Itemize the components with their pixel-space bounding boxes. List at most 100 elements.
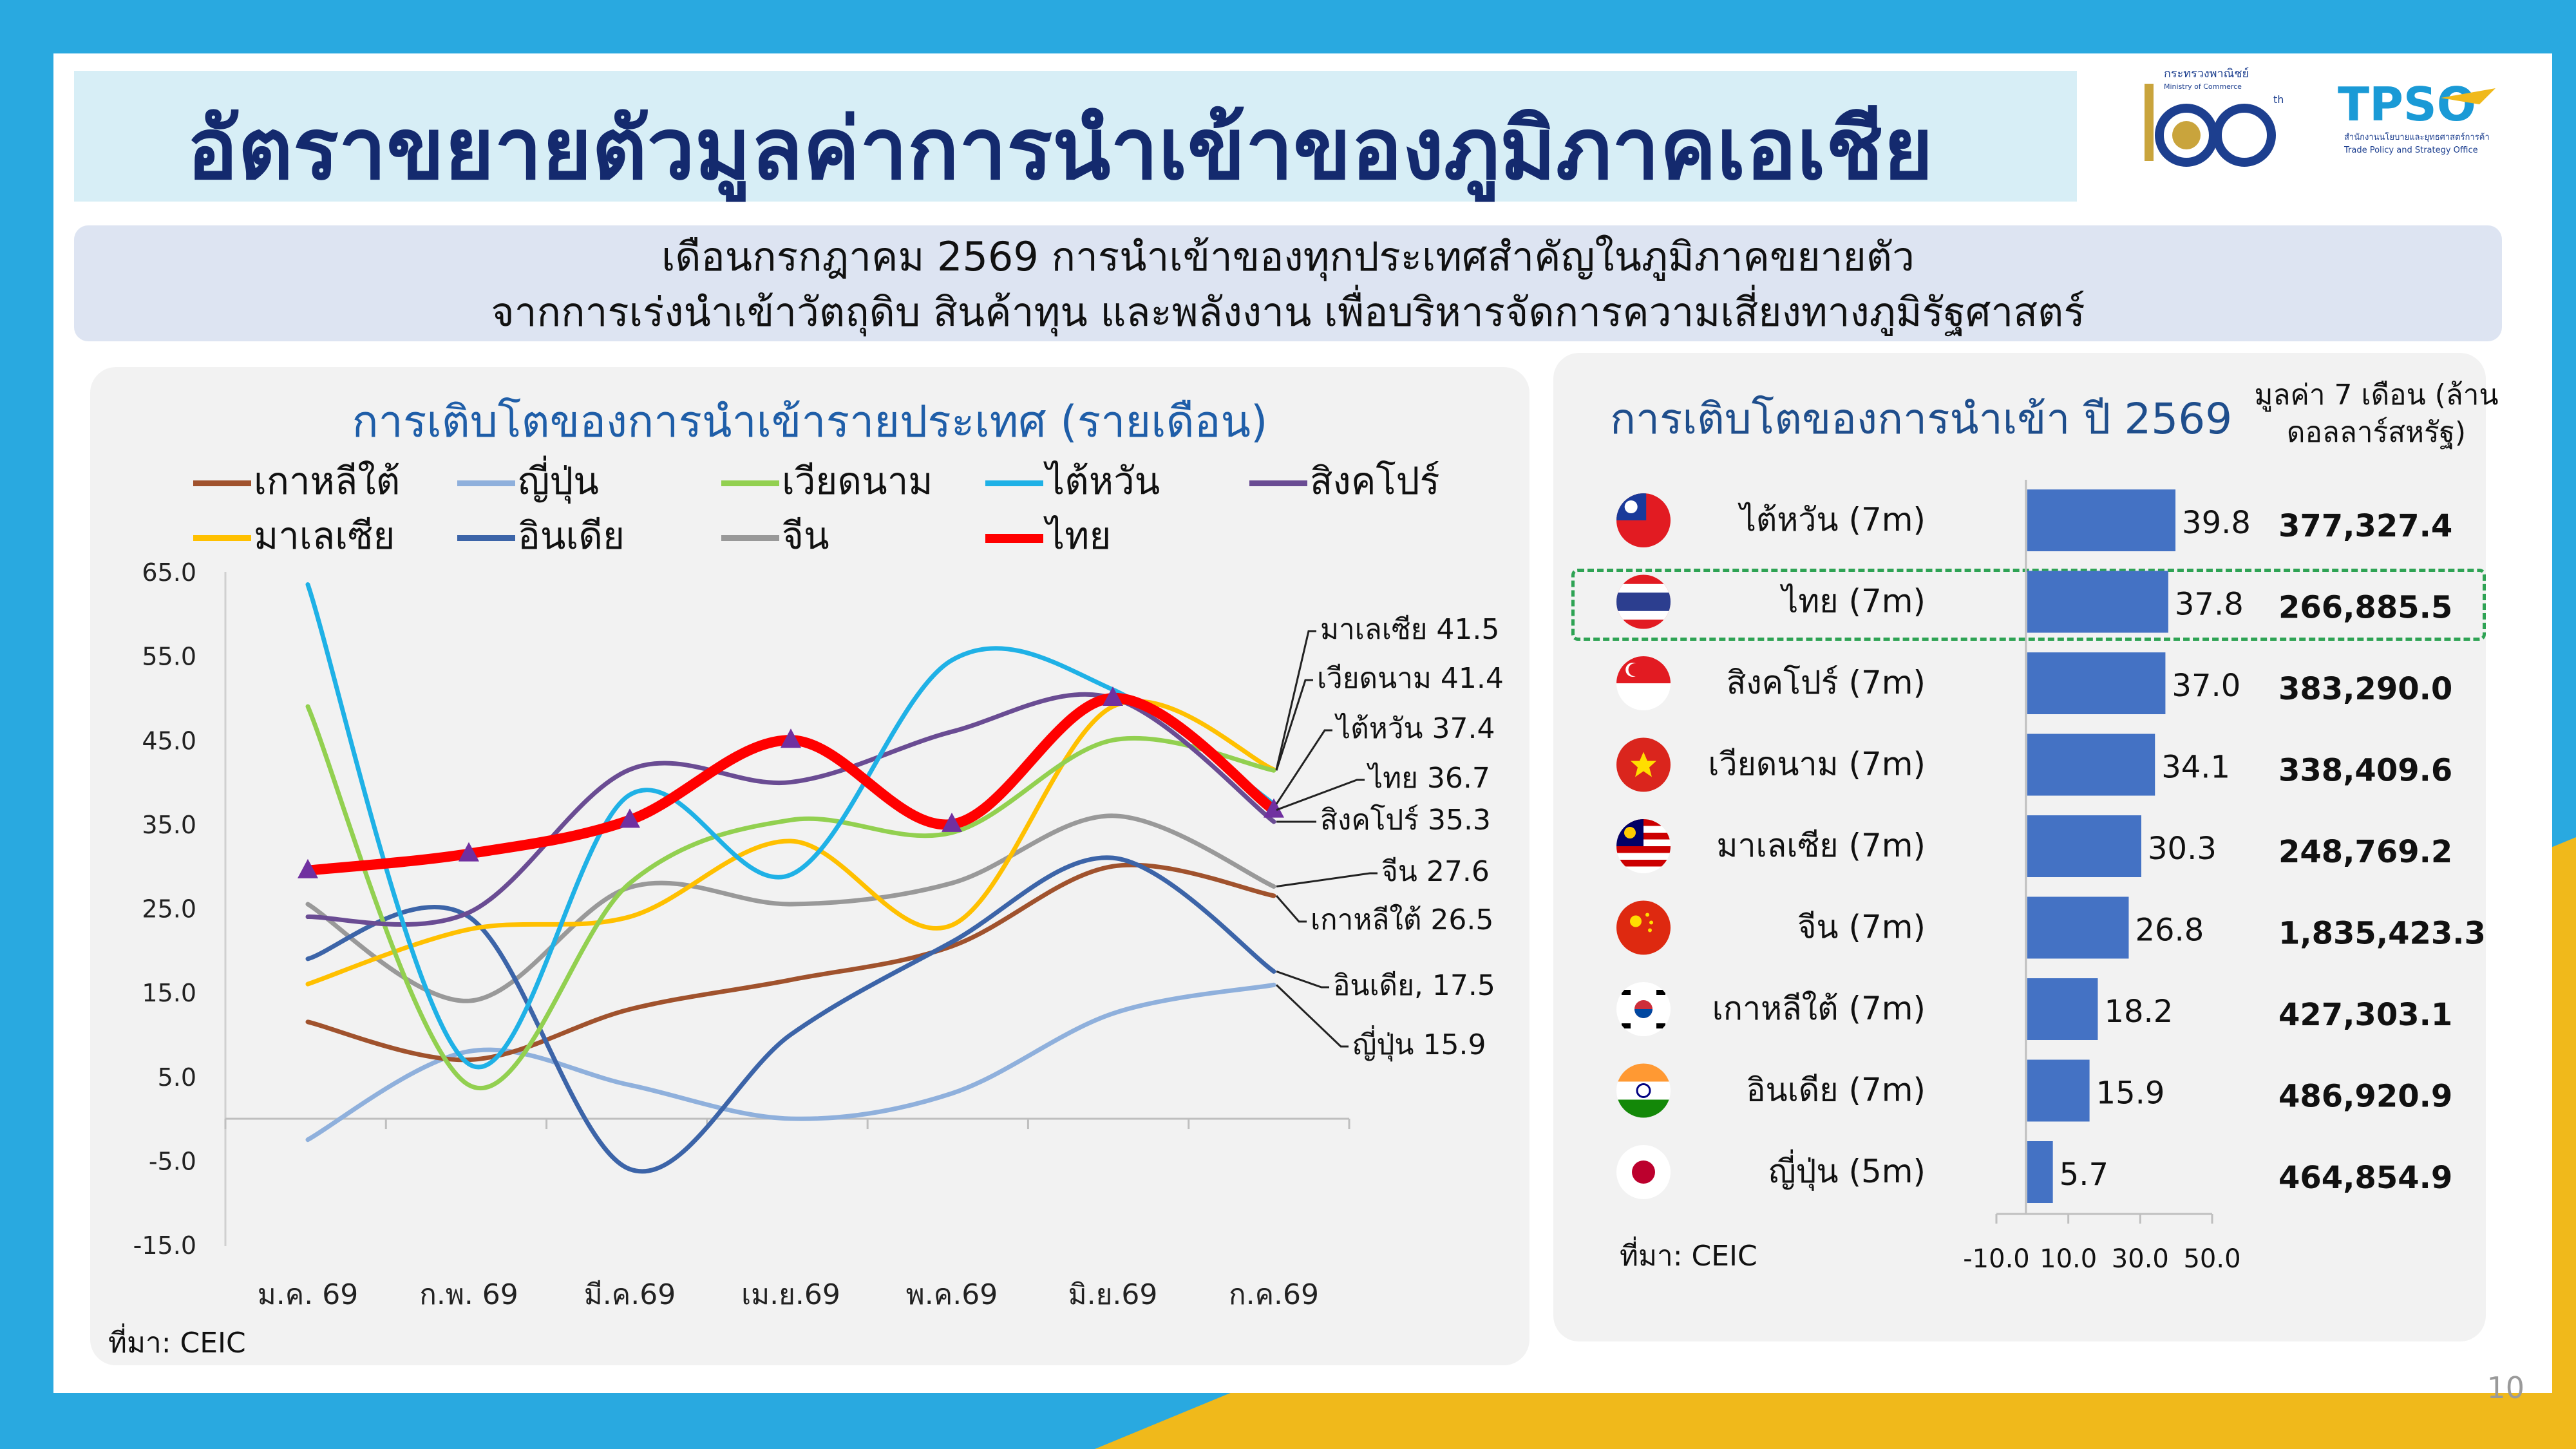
bar-amount-label: 427,303.1 bbox=[2278, 997, 2452, 1033]
x-tick-label: ก.ค.69 bbox=[1229, 1278, 1319, 1311]
bar-category-label: ไต้หวัน (7m) bbox=[1738, 501, 1926, 538]
bar-category-label: เวียดนาม (7m) bbox=[1708, 746, 1926, 783]
legend-item-vietnam: เวียดนาม bbox=[721, 451, 933, 511]
bar-value-label: 30.3 bbox=[2148, 831, 2217, 867]
end-label-malaysia: มาเลเซีย 41.5 bbox=[1320, 613, 1499, 646]
end-label-singapore: สิงคโปร์ 35.3 bbox=[1320, 804, 1491, 837]
y-tick-label: 15.0 bbox=[142, 979, 196, 1007]
bar-chart-source: ที่มา: CEIC bbox=[1620, 1240, 1757, 1273]
bar-category-label: จีน (7m) bbox=[1797, 909, 1926, 946]
bar-x-tick-label: 30.0 bbox=[2112, 1244, 2169, 1274]
bar-value-label: 26.8 bbox=[2135, 913, 2204, 949]
bar-x-tick-label: 50.0 bbox=[2183, 1244, 2240, 1274]
bar-category-label: ไทย (7m) bbox=[1779, 583, 1926, 620]
legend-swatch-vietnam bbox=[721, 480, 779, 487]
end-label-india: อินเดีย, 17.5 bbox=[1333, 969, 1495, 1002]
bar-vietnam bbox=[2027, 734, 2155, 796]
bar-value-label: 18.2 bbox=[2104, 994, 2173, 1030]
legend-swatch-taiwan bbox=[985, 480, 1043, 487]
svg-text:Ministry of Commerce: Ministry of Commerce bbox=[2164, 82, 2242, 91]
bar-taiwan bbox=[2027, 489, 2176, 551]
thailand-marker bbox=[942, 812, 962, 832]
subtitle-line-1: เดือนกรกฎาคม 2569 การนำเข้าของทุกประเทศส… bbox=[661, 233, 1915, 280]
bar-amount-label: 1,835,423.3 bbox=[2278, 916, 2486, 952]
thailand-flag bbox=[1616, 574, 1671, 629]
bar-amount-label: 248,769.2 bbox=[2278, 834, 2452, 870]
bar-amount-label: 377,327.4 bbox=[2278, 508, 2452, 544]
thailand-marker bbox=[620, 808, 640, 828]
svg-text:TPSO: TPSO bbox=[2338, 77, 2476, 131]
y-tick-label: -15.0 bbox=[133, 1231, 196, 1260]
legend-label-china: จีน bbox=[782, 514, 829, 558]
leader-line-korea bbox=[1275, 895, 1307, 923]
bar-value-label: 34.1 bbox=[2161, 750, 2230, 786]
tpso-logo: TPSO สำนักงานนโยบายและยุทธศาสตร์การค้า T… bbox=[2338, 77, 2496, 155]
legend-swatch-india bbox=[457, 535, 515, 542]
leader-line-thailand bbox=[1276, 779, 1365, 811]
bar-value-label: 37.0 bbox=[2172, 668, 2240, 704]
bar-amount-label: 266,885.5 bbox=[2278, 590, 2452, 626]
malaysia-flag bbox=[1616, 819, 1671, 873]
bar-india bbox=[2027, 1059, 2090, 1122]
thailand-marker bbox=[1103, 686, 1123, 706]
bar-chart-panel bbox=[1553, 353, 2486, 1341]
bar-x-tick-label: 10.0 bbox=[2040, 1244, 2097, 1274]
legend-label-thailand: ไทย bbox=[1046, 514, 1112, 558]
bar-amount-label: 383,290.0 bbox=[2278, 671, 2452, 707]
legend-swatch-korea bbox=[193, 480, 251, 487]
bar-chart-value-header: มูลค่า 7 เดือน (ล้านดอลลาร์สหรัฐ) bbox=[2254, 379, 2499, 449]
legend-label-japan: ญี่ปุ่น bbox=[518, 459, 599, 503]
bar-x-tick-label: -10.0 bbox=[1963, 1244, 2030, 1274]
legend-item-singapore: สิงคโปร์ bbox=[1249, 451, 1440, 511]
bar-category-label: สิงคโปร์ (7m) bbox=[1727, 664, 1926, 701]
bar-value-label: 5.7 bbox=[2060, 1157, 2108, 1193]
line-chart-title: การเติบโตของการนำเข้ารายประเทศ (รายเดือน… bbox=[352, 397, 1268, 448]
legend-item-taiwan: ไต้หวัน bbox=[985, 451, 1160, 511]
legend-label-vietnam: เวียดนาม bbox=[782, 459, 933, 503]
legend-label-taiwan: ไต้หวัน bbox=[1046, 459, 1160, 503]
leader-line-vietnam bbox=[1275, 679, 1313, 771]
legend-item-china: จีน bbox=[721, 506, 829, 565]
series-line-taiwan bbox=[305, 582, 1276, 1070]
x-tick-label: เม.ย.69 bbox=[741, 1278, 840, 1311]
legend-item-japan: ญี่ปุ่น bbox=[457, 451, 599, 511]
legend-swatch-malaysia bbox=[193, 535, 251, 542]
bar-amount-label: 338,409.6 bbox=[2278, 753, 2452, 789]
y-tick-label: -5.0 bbox=[149, 1147, 196, 1175]
thailand-marker bbox=[459, 842, 479, 862]
singapore-flag bbox=[1616, 656, 1671, 710]
bar-chart-title: การเติบโตของการนำเข้า ปี 2569 bbox=[1610, 394, 2233, 444]
y-tick-label: 65.0 bbox=[142, 558, 196, 587]
series-line-korea bbox=[305, 862, 1276, 1063]
end-label-china: จีน 27.6 bbox=[1381, 855, 1490, 888]
x-tick-label: ก.พ. 69 bbox=[419, 1278, 518, 1311]
bar-japan bbox=[2027, 1141, 2053, 1203]
bar-amount-label: 464,854.9 bbox=[2278, 1160, 2452, 1196]
leader-line-china bbox=[1276, 872, 1378, 888]
y-tick-label: 35.0 bbox=[142, 811, 196, 839]
bar-thailand bbox=[2027, 571, 2168, 633]
end-label-thailand: ไทย 36.7 bbox=[1367, 762, 1490, 795]
bar-singapore bbox=[2027, 652, 2166, 714]
line-chart-legend: เกาหลีใต้ ญี่ปุ่น เวียดนาม ไต้หวัน สิงคโปร์ม… bbox=[193, 451, 1481, 567]
x-tick-label: ม.ค. 69 bbox=[258, 1278, 358, 1311]
legend-label-korea: เกาหลีใต้ bbox=[254, 459, 401, 503]
subtitle-box bbox=[74, 225, 2502, 341]
svg-text:กระทรวงพาณิชย์: กระทรวงพาณิชย์ bbox=[2164, 67, 2249, 80]
subtitle: เดือนกรกฎาคม 2569 การนำเข้าของทุกประเทศส… bbox=[74, 229, 2502, 340]
legend-swatch-japan bbox=[457, 480, 515, 487]
bar-value-label: 37.8 bbox=[2175, 587, 2244, 623]
svg-text:สำนักงานนโยบายและยุทธศาสตร์การ: สำนักงานนโยบายและยุทธศาสตร์การค้า bbox=[2344, 132, 2490, 142]
legend-swatch-thailand bbox=[985, 533, 1043, 543]
india-flag bbox=[1616, 1063, 1671, 1118]
end-label-japan: ญี่ปุ่น 15.9 bbox=[1352, 1025, 1486, 1062]
svg-text:Trade Policy and Strategy Offi: Trade Policy and Strategy Office bbox=[2344, 146, 2478, 155]
legend-item-thailand: ไทย bbox=[985, 506, 1111, 565]
legend-label-singapore: สิงคโปร์ bbox=[1310, 459, 1440, 503]
legend-item-india: อินเดีย bbox=[457, 506, 625, 565]
japan-flag bbox=[1616, 1145, 1671, 1199]
x-tick-label: มี.ค.69 bbox=[584, 1278, 676, 1311]
series-line-vietnam bbox=[305, 704, 1276, 1090]
bar-category-label: ญี่ปุ่น (5m) bbox=[1768, 1150, 1926, 1191]
